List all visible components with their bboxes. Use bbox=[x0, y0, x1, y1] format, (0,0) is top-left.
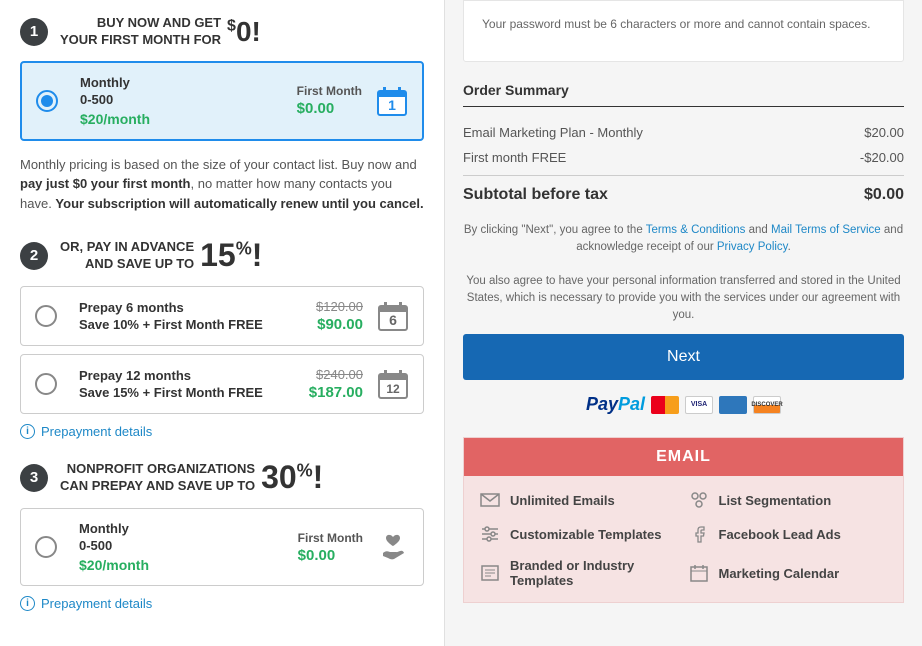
step1-disclaimer: Monthly pricing is based on the size of … bbox=[20, 155, 424, 214]
info-icon: i bbox=[20, 596, 35, 611]
prepayment-details-link-1[interactable]: i Prepayment details bbox=[20, 424, 424, 439]
plan-prepay12-price: $187.00 bbox=[309, 384, 363, 401]
plan-nonprofit-name: Monthly bbox=[79, 521, 298, 536]
step1-big-price: $0! bbox=[227, 16, 261, 48]
step2-header: 2 OR, PAY IN ADVANCE AND SAVE UP TO 15%! bbox=[20, 237, 424, 274]
email-panel-header: EMAIL bbox=[464, 438, 903, 476]
calendar-6-icon: 6 bbox=[377, 300, 409, 332]
svg-text:12: 12 bbox=[386, 382, 400, 396]
plan-prepay12-card[interactable]: Prepay 12 months Save 15% + First Month … bbox=[20, 354, 424, 414]
order-subtotal: Subtotal before tax$0.00 bbox=[463, 175, 904, 204]
nonprofit-icon bbox=[377, 531, 409, 563]
discover-logo: DISCOVER bbox=[753, 396, 781, 414]
email-features-panel: EMAIL Unlimited Emails List Segmentation… bbox=[463, 437, 904, 603]
plan-nonprofit-radio[interactable] bbox=[35, 536, 57, 558]
password-hint: Your password must be 6 characters or mo… bbox=[463, 0, 904, 62]
order-row-2: First month FREE-$20.00 bbox=[463, 150, 904, 165]
plan-prepay6-card[interactable]: Prepay 6 months Save 10% + First Month F… bbox=[20, 286, 424, 346]
plan-prepay12-name: Prepay 12 months bbox=[79, 368, 309, 383]
plan-prepay12-strike: $240.00 bbox=[309, 367, 363, 382]
plan-nonprofit-tier: 0-500 bbox=[79, 538, 298, 553]
newspaper-icon bbox=[480, 563, 500, 583]
plan-nonprofit-first-label: First Month bbox=[298, 531, 363, 545]
calendar-12-icon: 12 bbox=[377, 368, 409, 400]
segmentation-icon bbox=[689, 490, 709, 510]
plan-prepay12-save: Save 15% + First Month FREE bbox=[79, 385, 309, 400]
plan-monthly-rate: $20/month bbox=[80, 111, 297, 127]
terms-link[interactable]: Terms & Conditions bbox=[646, 224, 746, 236]
plan-monthly-name: Monthly bbox=[80, 75, 297, 90]
plan-monthly-tier: 0-500 bbox=[80, 92, 297, 107]
envelope-icon bbox=[480, 490, 500, 510]
sliders-icon bbox=[480, 524, 500, 544]
feature-list-segmentation: List Segmentation bbox=[689, 490, 888, 510]
plan-prepay6-name: Prepay 6 months bbox=[79, 300, 316, 315]
mastercard-logo bbox=[651, 396, 679, 414]
next-button[interactable]: Next bbox=[463, 334, 904, 380]
feature-templates: Customizable Templates bbox=[480, 524, 679, 544]
feature-unlimited-emails: Unlimited Emails bbox=[480, 490, 679, 510]
mail-terms-link[interactable]: Mail Terms of Service bbox=[771, 224, 881, 236]
order-summary-title: Order Summary bbox=[463, 82, 904, 107]
step2-title-line2: AND SAVE UP TO bbox=[60, 256, 194, 273]
plan-monthly-card[interactable]: Monthly 0-500 $20/month First Month $0.0… bbox=[20, 61, 424, 141]
plan-nonprofit-first-price: $0.00 bbox=[298, 547, 363, 564]
feature-facebook-ads: Facebook Lead Ads bbox=[689, 524, 888, 544]
plan-prepay6-save: Save 10% + First Month FREE bbox=[79, 317, 316, 332]
step2-badge: 2 bbox=[20, 242, 48, 270]
plan-selection-column: 1 BUY NOW AND GET YOUR FIRST MONTH FOR $… bbox=[0, 0, 445, 646]
plan-prepay6-radio[interactable] bbox=[35, 305, 57, 327]
plan-prepay12-radio[interactable] bbox=[35, 373, 57, 395]
plan-nonprofit-card[interactable]: Monthly 0-500 $20/month First Month $0.0… bbox=[20, 508, 424, 586]
svg-text:6: 6 bbox=[389, 312, 397, 328]
visa-logo: VISA bbox=[685, 396, 713, 414]
step1-header: 1 BUY NOW AND GET YOUR FIRST MONTH FOR $… bbox=[20, 15, 424, 49]
privacy-link[interactable]: Privacy Policy bbox=[717, 241, 788, 253]
feature-branded-templates: Branded or Industry Templates bbox=[480, 558, 679, 588]
legal-text-2: You also agree to have your personal inf… bbox=[463, 273, 904, 325]
plan-prepay6-strike: $120.00 bbox=[316, 299, 363, 314]
step3-title-line1: NONPROFIT ORGANIZATIONS bbox=[60, 461, 255, 478]
payment-logos: PayPal VISA DISCOVER bbox=[463, 394, 904, 415]
paypal-logo: PayPal bbox=[586, 394, 645, 415]
step3-header: 3 NONPROFIT ORGANIZATIONS CAN PREPAY AND… bbox=[20, 459, 424, 496]
plan-monthly-first-price: $0.00 bbox=[297, 100, 362, 117]
step3-badge: 3 bbox=[20, 464, 48, 492]
calendar-icon bbox=[689, 563, 709, 583]
step1-title-line2: YOUR FIRST MONTH FOR bbox=[60, 32, 221, 49]
step2-title-line1: OR, PAY IN ADVANCE bbox=[60, 239, 194, 256]
feature-marketing-calendar: Marketing Calendar bbox=[689, 558, 888, 588]
step1-title-line1: BUY NOW AND GET bbox=[60, 15, 221, 32]
order-summary: Order Summary Email Marketing Plan - Mon… bbox=[463, 82, 904, 204]
order-row-1: Email Marketing Plan - Monthly$20.00 bbox=[463, 125, 904, 140]
legal-text-1: By clicking "Next", you agree to the Ter… bbox=[463, 222, 904, 257]
facebook-icon bbox=[689, 524, 709, 544]
plan-monthly-first-label: First Month bbox=[297, 84, 362, 98]
plan-nonprofit-rate: $20/month bbox=[79, 557, 298, 573]
info-icon: i bbox=[20, 424, 35, 439]
checkout-column: Your password must be 6 characters or mo… bbox=[445, 0, 922, 646]
step3-title-line2: CAN PREPAY AND SAVE UP TO bbox=[60, 478, 255, 495]
plan-monthly-radio[interactable] bbox=[36, 90, 58, 112]
step2-big-pct: 15%! bbox=[200, 237, 262, 274]
step1-badge: 1 bbox=[20, 18, 48, 46]
amex-logo bbox=[719, 396, 747, 414]
step3-big-pct: 30%! bbox=[261, 459, 323, 496]
calendar-1-icon: 1 bbox=[376, 85, 408, 117]
svg-text:1: 1 bbox=[388, 97, 396, 113]
prepayment-details-link-2[interactable]: i Prepayment details bbox=[20, 596, 424, 611]
plan-prepay6-price: $90.00 bbox=[316, 316, 363, 333]
